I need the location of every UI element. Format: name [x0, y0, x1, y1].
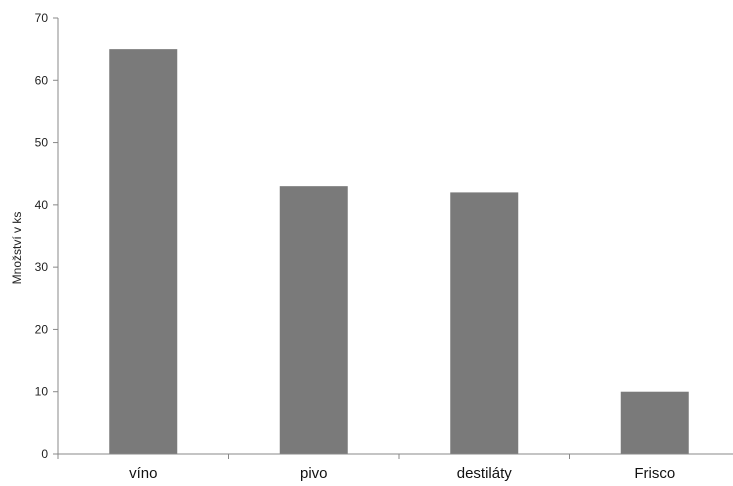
bar-0	[109, 49, 178, 455]
y-tick-label: 70	[35, 11, 49, 25]
y-axis-ticks: 0 10 20 30 40 50 60 70	[35, 11, 58, 461]
bar-1	[279, 186, 348, 454]
y-tick-label: 20	[35, 322, 49, 336]
y-tick-label: 40	[35, 198, 49, 212]
y-axis-label: Množství v ks	[10, 212, 24, 285]
bars	[109, 49, 689, 455]
y-tick-label: 10	[35, 385, 49, 399]
y-tick-label: 50	[35, 136, 49, 150]
x-category-label: pivo	[300, 465, 328, 482]
bar-2	[450, 192, 519, 454]
x-axis-ticks: víno pivo destiláty Frisco	[57, 454, 675, 482]
x-category-label: destiláty	[457, 465, 513, 482]
x-category-label: Frisco	[634, 465, 675, 482]
y-tick-label: 60	[35, 73, 49, 87]
bar-3	[620, 391, 689, 454]
y-tick-label: 30	[35, 260, 49, 274]
y-tick-label: 0	[41, 447, 48, 461]
x-category-label: víno	[129, 465, 157, 482]
